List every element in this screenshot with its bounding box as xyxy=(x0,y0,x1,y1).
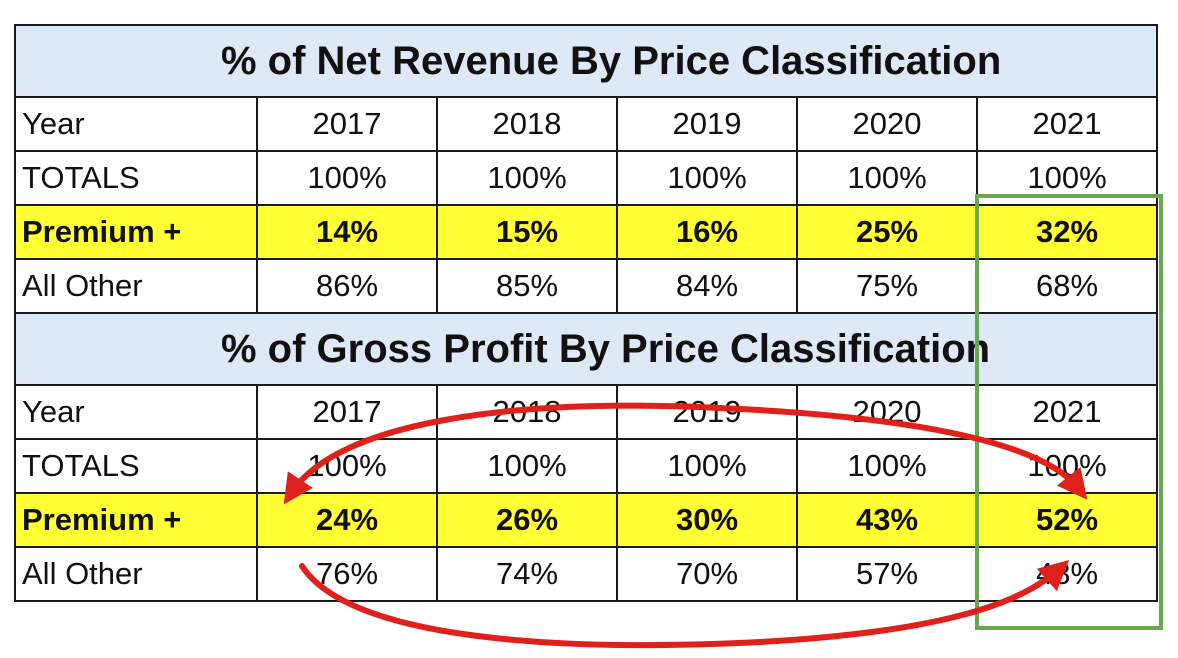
revenue-premium-row: Premium + 14% 15% 16% 25% 32% xyxy=(14,204,1159,260)
revenue-totals-2017: 100% xyxy=(256,150,438,206)
revenue-other-row: All Other 86% 85% 84% 75% 68% xyxy=(14,258,1159,314)
revenue-totals-2019: 100% xyxy=(616,150,798,206)
profit-totals-2019: 100% xyxy=(616,438,798,494)
profit-year-row: Year 2017 2018 2019 2020 2021 xyxy=(14,384,1159,440)
revenue-other-2017: 86% xyxy=(256,258,438,314)
profit-other-2017: 76% xyxy=(256,546,438,602)
revenue-year-2020: 2020 xyxy=(796,96,978,152)
revenue-totals-2018: 100% xyxy=(436,150,618,206)
profit-year-label: Year xyxy=(14,384,258,440)
profit-totals-2018: 100% xyxy=(436,438,618,494)
revenue-premium-label: Premium + xyxy=(14,204,258,260)
revenue-year-2021: 2021 xyxy=(975,96,1159,152)
profit-other-2021: 48% xyxy=(975,546,1159,602)
revenue-year-label: Year xyxy=(14,96,258,152)
revenue-other-label: All Other xyxy=(14,258,258,314)
revenue-year-2019: 2019 xyxy=(616,96,798,152)
revenue-premium-2018: 15% xyxy=(436,204,618,260)
profit-totals-row: TOTALS 100% 100% 100% 100% 100% xyxy=(14,438,1159,494)
revenue-table-title: % of Net Revenue By Price Classification xyxy=(13,24,1159,98)
profit-other-row: All Other 76% 74% 70% 57% 48% xyxy=(14,546,1159,602)
profit-year-2018: 2018 xyxy=(436,384,618,440)
revenue-year-2017: 2017 xyxy=(256,96,438,152)
profit-year-2020: 2020 xyxy=(796,384,978,440)
profit-title-row: % of Gross Profit By Price Classificatio… xyxy=(13,312,1159,386)
revenue-premium-2020: 25% xyxy=(796,204,978,260)
revenue-year-2018: 2018 xyxy=(436,96,618,152)
revenue-premium-2019: 16% xyxy=(616,204,798,260)
profit-premium-2020: 43% xyxy=(796,492,978,548)
profit-totals-2017: 100% xyxy=(256,438,438,494)
revenue-other-2020: 75% xyxy=(796,258,978,314)
revenue-totals-label: TOTALS xyxy=(14,150,258,206)
revenue-premium-2017: 14% xyxy=(256,204,438,260)
profit-premium-2019: 30% xyxy=(616,492,798,548)
revenue-premium-2021: 32% xyxy=(975,204,1159,260)
profit-other-2019: 70% xyxy=(616,546,798,602)
price-classification-tables: % of Net Revenue By Price Classification… xyxy=(13,24,1159,602)
price-classification-table: % of Net Revenue By Price Classification… xyxy=(13,24,1159,602)
profit-premium-label: Premium + xyxy=(14,492,258,548)
profit-premium-2018: 26% xyxy=(436,492,618,548)
revenue-totals-2021: 100% xyxy=(975,150,1159,206)
profit-other-label: All Other xyxy=(14,546,258,602)
profit-year-2017: 2017 xyxy=(256,384,438,440)
revenue-year-row: Year 2017 2018 2019 2020 2021 xyxy=(14,96,1159,152)
profit-other-2018: 74% xyxy=(436,546,618,602)
profit-premium-2021: 52% xyxy=(975,492,1159,548)
profit-table-title: % of Gross Profit By Price Classificatio… xyxy=(13,312,1159,386)
profit-year-2021: 2021 xyxy=(975,384,1159,440)
profit-totals-label: TOTALS xyxy=(14,438,258,494)
revenue-other-2021: 68% xyxy=(975,258,1159,314)
profit-totals-2021: 100% xyxy=(975,438,1159,494)
profit-year-2019: 2019 xyxy=(616,384,798,440)
revenue-other-2019: 84% xyxy=(616,258,798,314)
profit-totals-2020: 100% xyxy=(796,438,978,494)
profit-premium-row: Premium + 24% 26% 30% 43% 52% xyxy=(14,492,1159,548)
profit-premium-2017: 24% xyxy=(256,492,438,548)
revenue-totals-row: TOTALS 100% 100% 100% 100% 100% xyxy=(14,150,1159,206)
revenue-other-2018: 85% xyxy=(436,258,618,314)
revenue-totals-2020: 100% xyxy=(796,150,978,206)
revenue-title-row: % of Net Revenue By Price Classification xyxy=(13,24,1159,98)
profit-other-2020: 57% xyxy=(796,546,978,602)
